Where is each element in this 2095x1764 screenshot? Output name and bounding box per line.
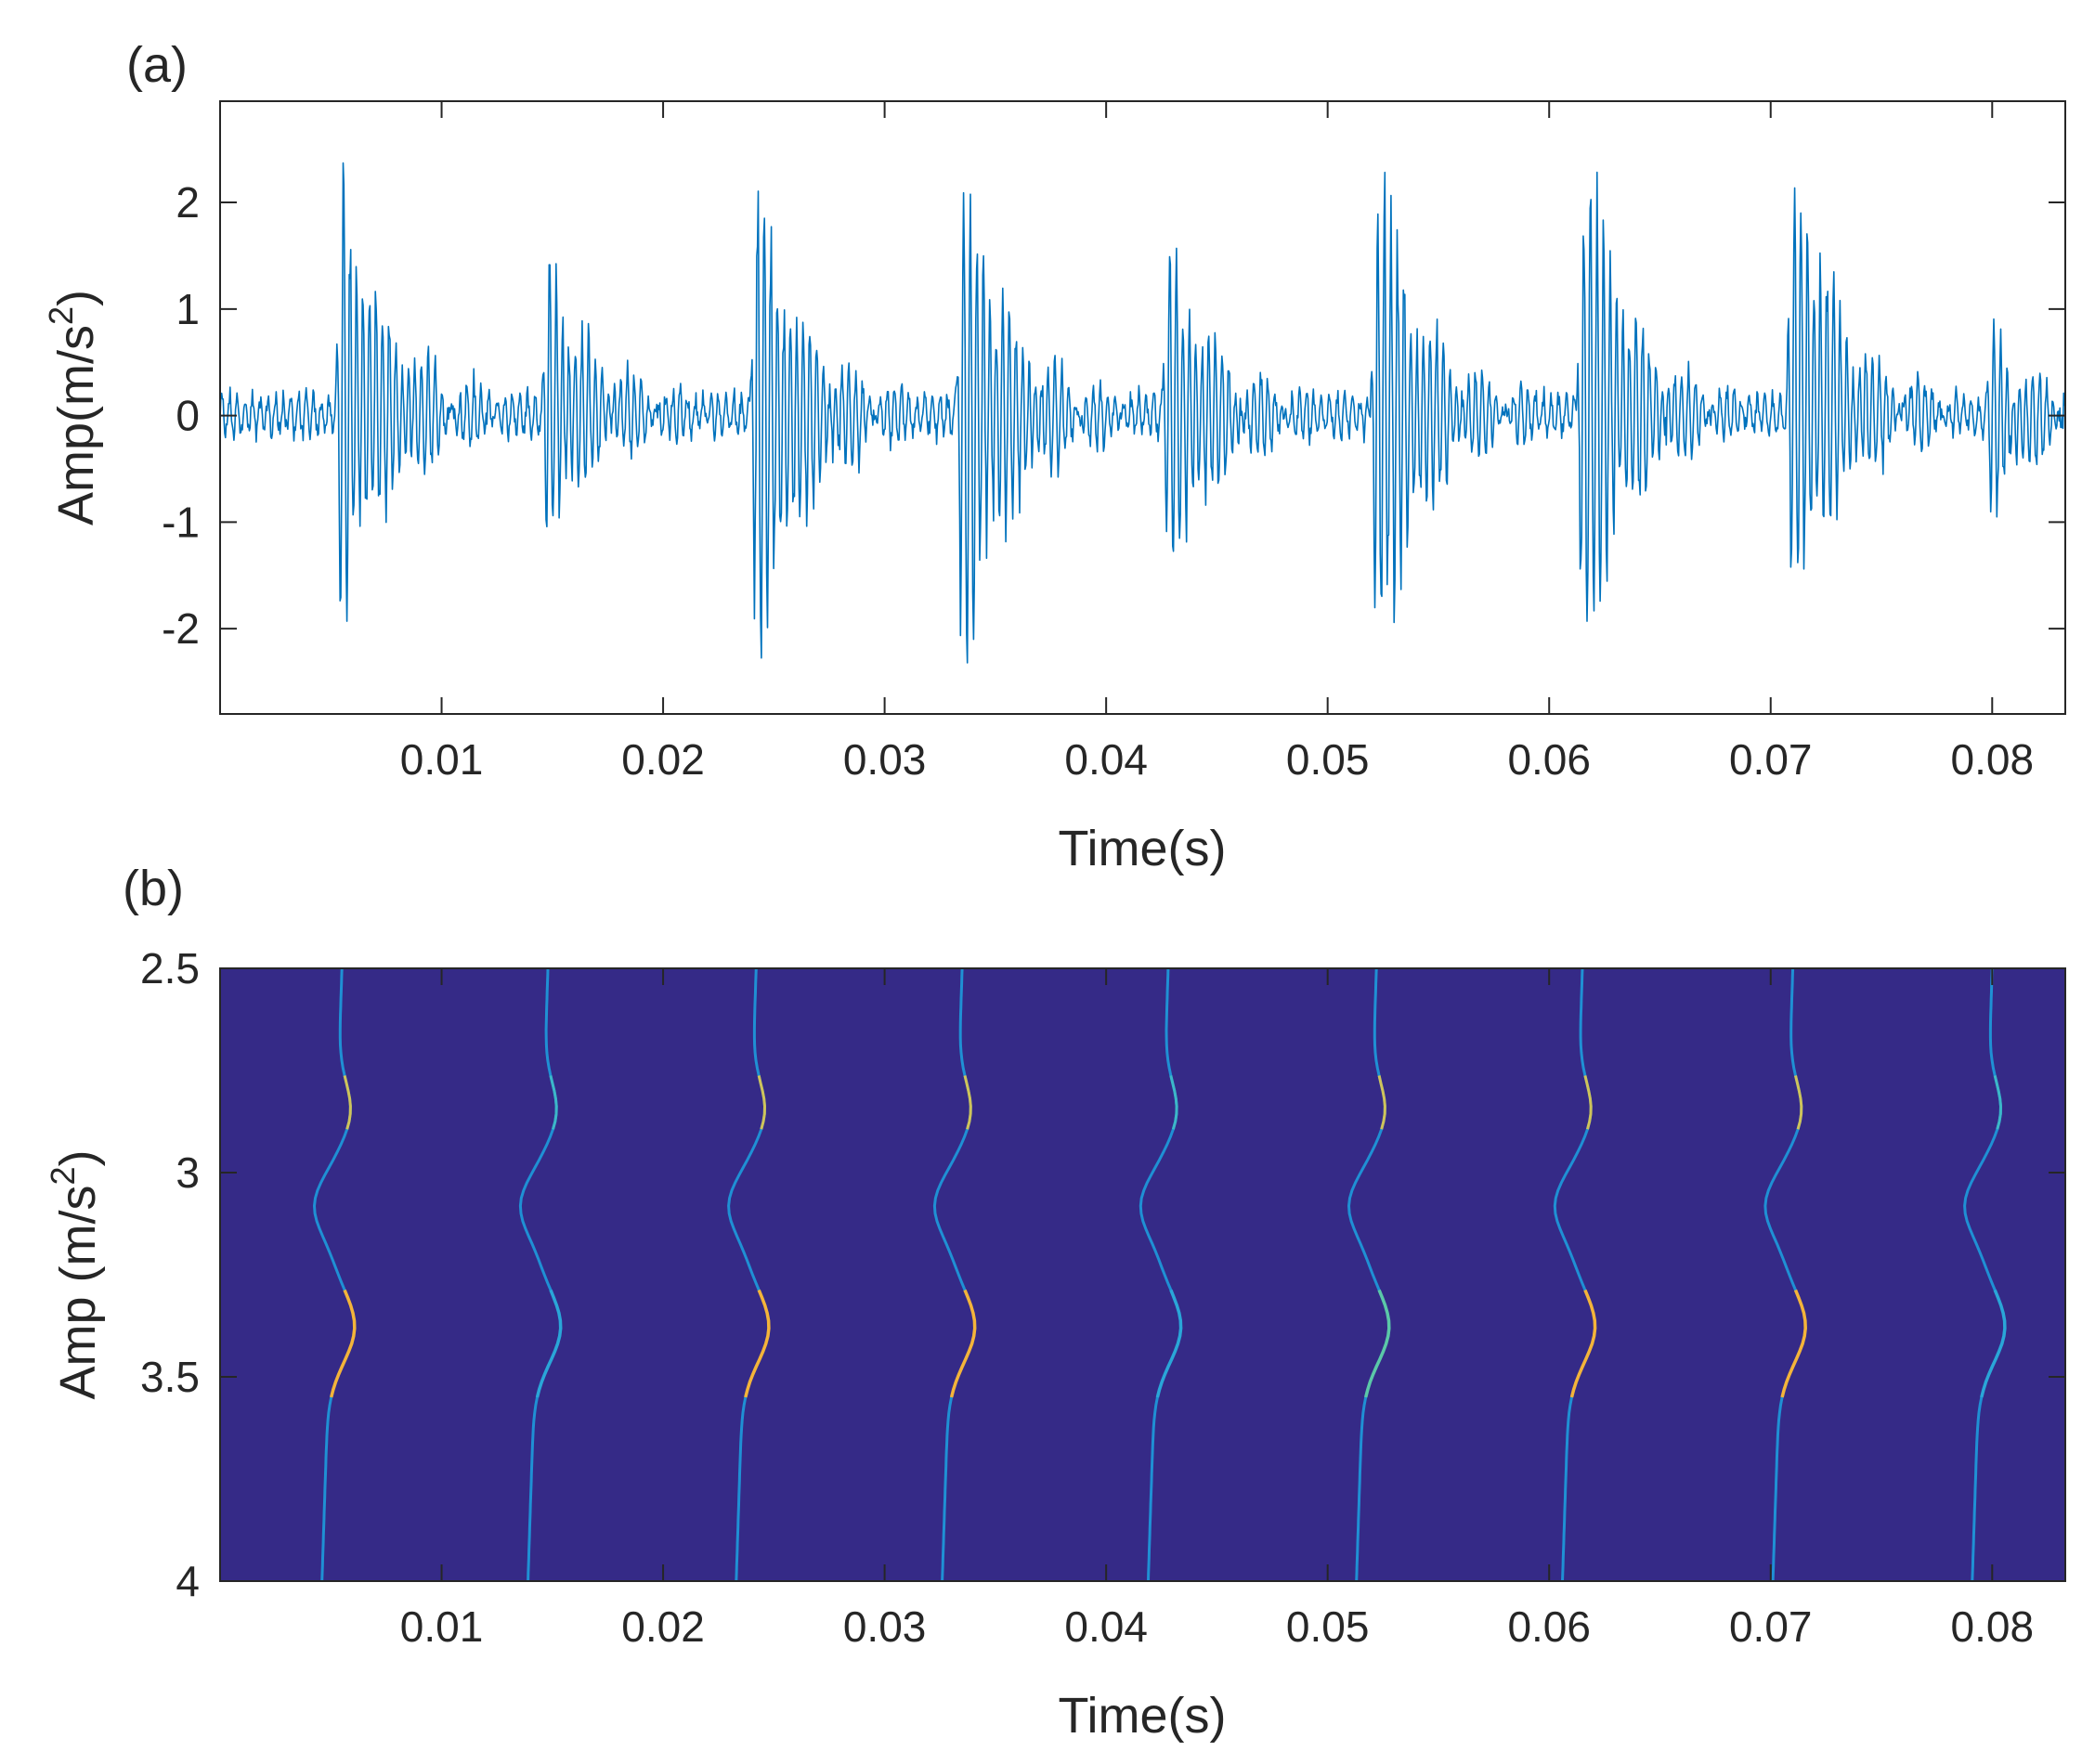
panel-b-x-tick-label: 0.05 <box>1286 1602 1370 1651</box>
panel-b-x-tick-label: 0.08 <box>1951 1602 2035 1651</box>
panel-b-y-ticks: 2.5 3 3.5 4 <box>140 944 2065 1605</box>
panel-b-ridge-highlight-upper <box>757 1075 767 1130</box>
panel-b-y-tick-label: 2.5 <box>140 944 200 992</box>
panel-b-ridge-highlight-upper <box>1169 1075 1178 1130</box>
panel-b-ridge-highlight-upper <box>1583 1075 1593 1130</box>
panel-b-ridge-highlight-upper <box>963 1075 972 1130</box>
panel-b-ridge-highlight <box>1980 1289 2007 1398</box>
panel-b-heatmap: (b) 0.01 0.02 0.03 0.04 0.05 0.06 0.07 0.08 2.5… <box>44 861 2066 1744</box>
panel-a-signal-line <box>219 162 2066 664</box>
panel-a-y-ticks: -2 -1 0 1 2 <box>162 178 2065 653</box>
panel-b-axes-box <box>219 967 2066 1582</box>
panel-a-axes-box <box>219 100 2066 715</box>
panel-b-ridge-highlight <box>330 1289 357 1398</box>
panel-a-y-tick-label: -2 <box>162 604 200 653</box>
panel-b-ridge-highlight <box>1780 1289 1807 1398</box>
panel-b-x-ticks: 0.01 0.02 0.03 0.04 0.05 0.06 0.07 0.08 <box>400 968 2034 1651</box>
panel-a-signal-plot: (a) 0.01 0.02 0.03 0.04 0.05 0.06 0.07 0.08 -2-… <box>42 37 2066 876</box>
panel-a-x-tick-label: 0.01 <box>400 735 484 784</box>
panel-b-y-tick-label: 3 <box>176 1148 200 1197</box>
panel-a-y-tick-label: 1 <box>176 285 200 333</box>
panel-b-x-tick-label: 0.02 <box>621 1602 705 1651</box>
panel-a-y-tick-label: -1 <box>162 498 200 546</box>
panel-b-ridge-line <box>1963 967 2007 1582</box>
panel-b-ridge-highlight-upper <box>549 1075 558 1130</box>
panel-a-plot-area <box>220 101 2065 714</box>
panel-b-ridges <box>312 967 2007 1582</box>
panel-b-y-tick-label: 4 <box>176 1557 200 1605</box>
panel-b-ridge-highlight-upper <box>1377 1075 1386 1130</box>
panel-b-ridge-highlight <box>1364 1289 1391 1398</box>
panel-a-x-tick-label: 0.02 <box>621 735 705 784</box>
panel-b-ridge-line <box>932 967 977 1582</box>
panel-b-ridge-line <box>1139 967 1183 1582</box>
panel-a-x-tick-label: 0.06 <box>1507 735 1591 784</box>
panel-b-ridge-line <box>1347 967 1391 1582</box>
panel-b-ridge-highlight <box>949 1289 977 1398</box>
panel-b-ridge-highlight-upper <box>1794 1075 1803 1130</box>
panel-b-x-tick-label: 0.04 <box>1064 1602 1148 1651</box>
panel-a-y-tick-label: 2 <box>176 178 200 227</box>
panel-b-y-axis-label-close: ) <box>50 1149 106 1166</box>
panel-b-x-axis-label: Time(s) <box>1059 1688 1227 1744</box>
panel-b-ridge-line <box>727 967 771 1582</box>
panel-b-ridge-line <box>1553 967 1597 1582</box>
panel-a-x-tick-label: 0.08 <box>1951 735 2035 784</box>
panel-b-y-axis-label: Amp (m/s2) <box>44 1149 106 1399</box>
panel-a-x-ticks: 0.01 0.02 0.03 0.04 0.05 0.06 0.07 0.08 <box>400 101 2034 784</box>
panel-b-x-tick-label: 0.01 <box>400 1602 484 1651</box>
panel-a-y-axis-label-main: Amp(m/s <box>48 325 104 525</box>
panel-b-x-tick-label: 0.07 <box>1729 1602 1813 1651</box>
panel-b-ridge-highlight <box>1569 1289 1597 1398</box>
panel-b-y-axis-label-main: Amp (m/s <box>50 1186 106 1400</box>
panel-b-x-tick-label: 0.06 <box>1507 1602 1591 1651</box>
panel-b-y-tick-label: 3.5 <box>140 1353 200 1401</box>
panel-a-x-tick-label: 0.05 <box>1286 735 1370 784</box>
panel-b-y-axis-label-superscript: 2 <box>44 1166 82 1185</box>
panel-b-ridge-highlight-upper <box>1993 1075 2003 1130</box>
panel-a-y-tick-label: 0 <box>176 392 200 440</box>
panel-b-label: (b) <box>123 861 184 916</box>
panel-a-x-tick-label: 0.07 <box>1729 735 1813 784</box>
panel-b-heatmap-background <box>220 968 2065 1581</box>
panel-a-y-axis-label-close: ) <box>48 290 104 306</box>
panel-b-ridge-line <box>312 967 357 1582</box>
panel-a-y-axis-label-superscript: 2 <box>42 306 80 325</box>
panel-a-x-tick-label: 0.03 <box>843 735 927 784</box>
panel-a-series <box>219 162 2066 664</box>
panel-a-x-axis-label: Time(s) <box>1059 821 1227 876</box>
panel-a-x-tick-label: 0.04 <box>1064 735 1148 784</box>
panel-b-ridge-highlight-upper <box>343 1075 352 1130</box>
panel-a-y-axis-label: Amp(m/s2) <box>42 290 104 525</box>
panel-b-ridge-line <box>518 967 563 1582</box>
panel-a-label: (a) <box>126 37 188 93</box>
panel-b-x-tick-label: 0.03 <box>843 1602 927 1651</box>
panel-b-ridge-highlight <box>1155 1289 1183 1398</box>
panel-b-ridge-highlight <box>535 1289 563 1398</box>
panel-b-ridge-highlight <box>744 1289 771 1398</box>
panel-b-ridge-line <box>1763 967 1807 1582</box>
